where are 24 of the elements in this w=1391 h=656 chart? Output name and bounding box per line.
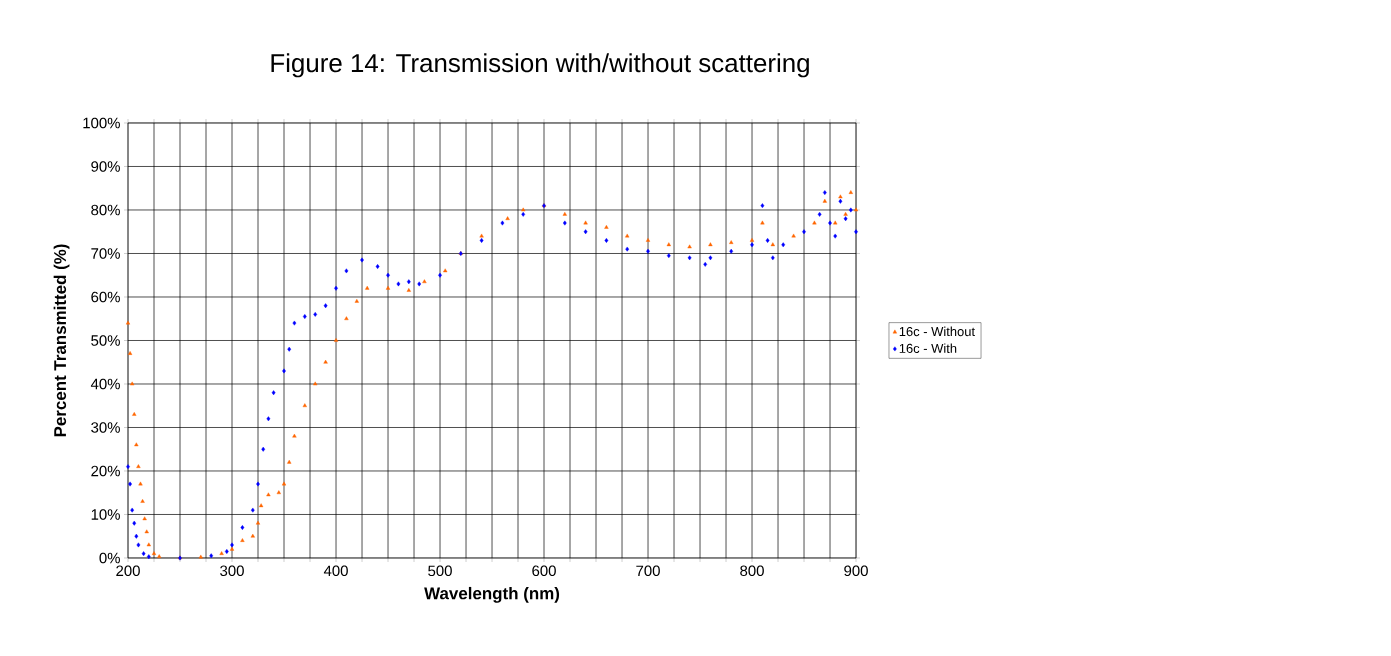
x-tick-label: 600 — [532, 565, 556, 577]
y-axis-title: Percent Transmitted (%) — [53, 244, 70, 437]
y-tick-label: 80% — [91, 204, 120, 216]
x-tick-label: 200 — [116, 565, 140, 577]
legend-label: 16c - Without — [899, 326, 975, 337]
legend-label: 16c - With — [899, 343, 957, 353]
x-tick-label: 500 — [428, 565, 452, 577]
x-tick-label: 300 — [220, 565, 244, 577]
x-tick-label: 900 — [844, 565, 868, 577]
y-tick-label: 60% — [91, 291, 120, 303]
y-tick-label: 100% — [83, 117, 120, 129]
y-tick-label: 50% — [91, 335, 120, 346]
y-tick-label: 70% — [91, 248, 120, 259]
y-tick-label: 0% — [99, 552, 120, 564]
y-tick-label: 10% — [91, 509, 120, 520]
y-tick-label: 40% — [90, 378, 120, 390]
y-tick-label: 30% — [91, 422, 120, 433]
chart-title: Figure 14: Transmission with/without scattering — [271, 53, 809, 78]
x-tick-label: 800 — [740, 565, 764, 577]
x-tick-label: 400 — [323, 565, 348, 577]
x-tick-label: 700 — [636, 565, 660, 577]
y-tick-label: 20% — [91, 465, 120, 477]
y-tick-label: 90% — [91, 161, 120, 172]
x-axis-title: Wavelength (nm) — [424, 586, 560, 603]
